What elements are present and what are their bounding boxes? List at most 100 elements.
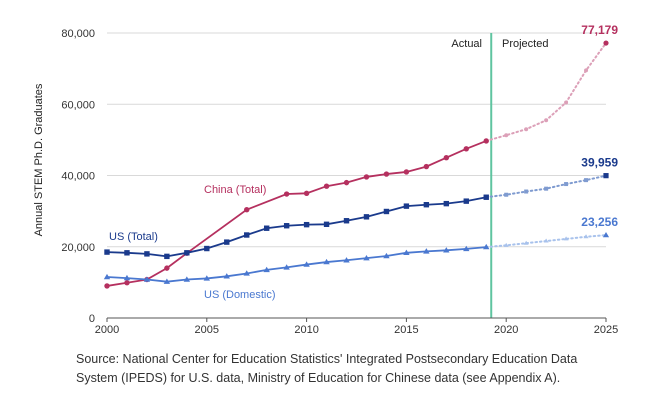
data-point	[483, 243, 490, 250]
data-point	[423, 163, 430, 170]
grid-lines	[107, 32, 606, 248]
data-point	[263, 225, 270, 231]
series-label: US (Domestic)	[204, 289, 276, 301]
data-point	[383, 208, 390, 215]
data-point-projected	[503, 242, 509, 247]
data-point	[263, 266, 270, 273]
data-point	[383, 252, 390, 259]
data-point	[164, 265, 170, 271]
actual-label: Actual	[451, 38, 482, 50]
x-tick-label: 2000	[95, 324, 119, 336]
series-line-actual	[106, 140, 487, 287]
data-point-projected	[523, 240, 529, 245]
data-point	[443, 247, 450, 253]
data-point	[363, 174, 370, 180]
data-point	[363, 214, 370, 220]
data-point	[343, 218, 350, 224]
data-point	[403, 203, 410, 209]
chart: China (Total) 77,179 US (Total) 39,959 US (D…	[33, 23, 618, 336]
source-note: Source: National Center for Education St…	[76, 352, 578, 385]
series-china-total: China (Total) 77,179	[104, 23, 618, 289]
y-axis-title: Annual STEM Ph.D. Graduates	[33, 83, 45, 236]
data-point	[243, 270, 250, 276]
x-tick-label: 2025	[594, 324, 618, 336]
data-point	[143, 276, 151, 282]
data-point	[283, 191, 290, 197]
data-point	[144, 251, 150, 257]
data-point	[184, 250, 190, 256]
series-label: US (Total)	[109, 231, 158, 243]
y-tick-label: 0	[89, 313, 95, 325]
data-point-projected	[602, 232, 610, 238]
axes: 0 20,000 40,000 60,000 80,000 2000 2005 2010 201…	[61, 28, 618, 336]
data-point	[363, 254, 370, 261]
data-point	[443, 154, 450, 161]
data-point-projected	[524, 127, 529, 132]
projected-label: Projected	[502, 38, 548, 50]
data-point	[223, 273, 230, 279]
series-layer: China (Total) 77,179 US (Total) 39,959 US (D…	[103, 23, 618, 301]
data-point-projected	[584, 178, 589, 183]
data-point	[183, 276, 191, 282]
data-point	[124, 250, 130, 256]
data-point-projected	[544, 118, 549, 123]
data-point	[463, 146, 469, 152]
data-point	[244, 207, 250, 213]
end-value-label: 23,256	[581, 215, 618, 229]
data-point	[383, 171, 390, 177]
data-point	[283, 264, 290, 270]
data-point	[104, 283, 110, 289]
series-line-actual	[106, 246, 487, 283]
end-value-label: 77,179	[581, 23, 618, 37]
data-point	[124, 280, 130, 286]
data-point	[123, 274, 131, 281]
data-point	[483, 194, 489, 200]
data-point	[163, 278, 171, 284]
data-point	[323, 183, 330, 189]
data-point	[463, 198, 469, 204]
data-point	[303, 261, 310, 267]
series-line-actual	[106, 196, 487, 258]
data-point	[303, 190, 310, 197]
data-point	[244, 232, 250, 238]
data-point	[103, 273, 111, 280]
series-us-total: US (Total) 39,959	[104, 156, 618, 260]
data-point	[403, 249, 410, 256]
x-tick-label: 2005	[195, 324, 219, 336]
data-point-projected	[504, 192, 509, 197]
data-point	[203, 275, 210, 281]
data-point	[303, 221, 310, 228]
data-point-projected	[543, 238, 549, 243]
data-point	[343, 257, 350, 263]
data-point-projected	[603, 173, 609, 179]
data-point	[224, 239, 230, 245]
data-point	[423, 248, 430, 254]
data-point	[483, 138, 489, 144]
data-point-projected	[603, 40, 609, 46]
data-point-projected	[563, 236, 569, 241]
data-point	[343, 179, 350, 186]
data-point-projected	[504, 133, 509, 138]
data-point-projected	[544, 186, 549, 191]
data-point	[164, 253, 170, 260]
x-tick-label: 2015	[394, 324, 418, 336]
data-point	[403, 169, 410, 175]
data-point-projected	[564, 100, 569, 105]
data-point	[104, 249, 110, 255]
data-point	[423, 202, 430, 208]
data-point	[283, 223, 290, 229]
end-value-label: 39,959	[581, 156, 618, 170]
data-point	[323, 258, 330, 265]
x-tick-label: 2010	[294, 324, 318, 336]
series-label: China (Total)	[204, 184, 266, 196]
y-tick-label: 20,000	[61, 242, 95, 254]
y-tick-label: 80,000	[61, 28, 95, 40]
data-point	[463, 245, 470, 252]
series-line-projected	[485, 42, 607, 142]
data-point-projected	[583, 234, 589, 239]
data-point-projected	[524, 189, 529, 194]
y-tick-label: 60,000	[61, 99, 95, 111]
y-tick-label: 40,000	[61, 171, 95, 183]
data-point	[204, 245, 210, 252]
data-point	[323, 221, 330, 228]
